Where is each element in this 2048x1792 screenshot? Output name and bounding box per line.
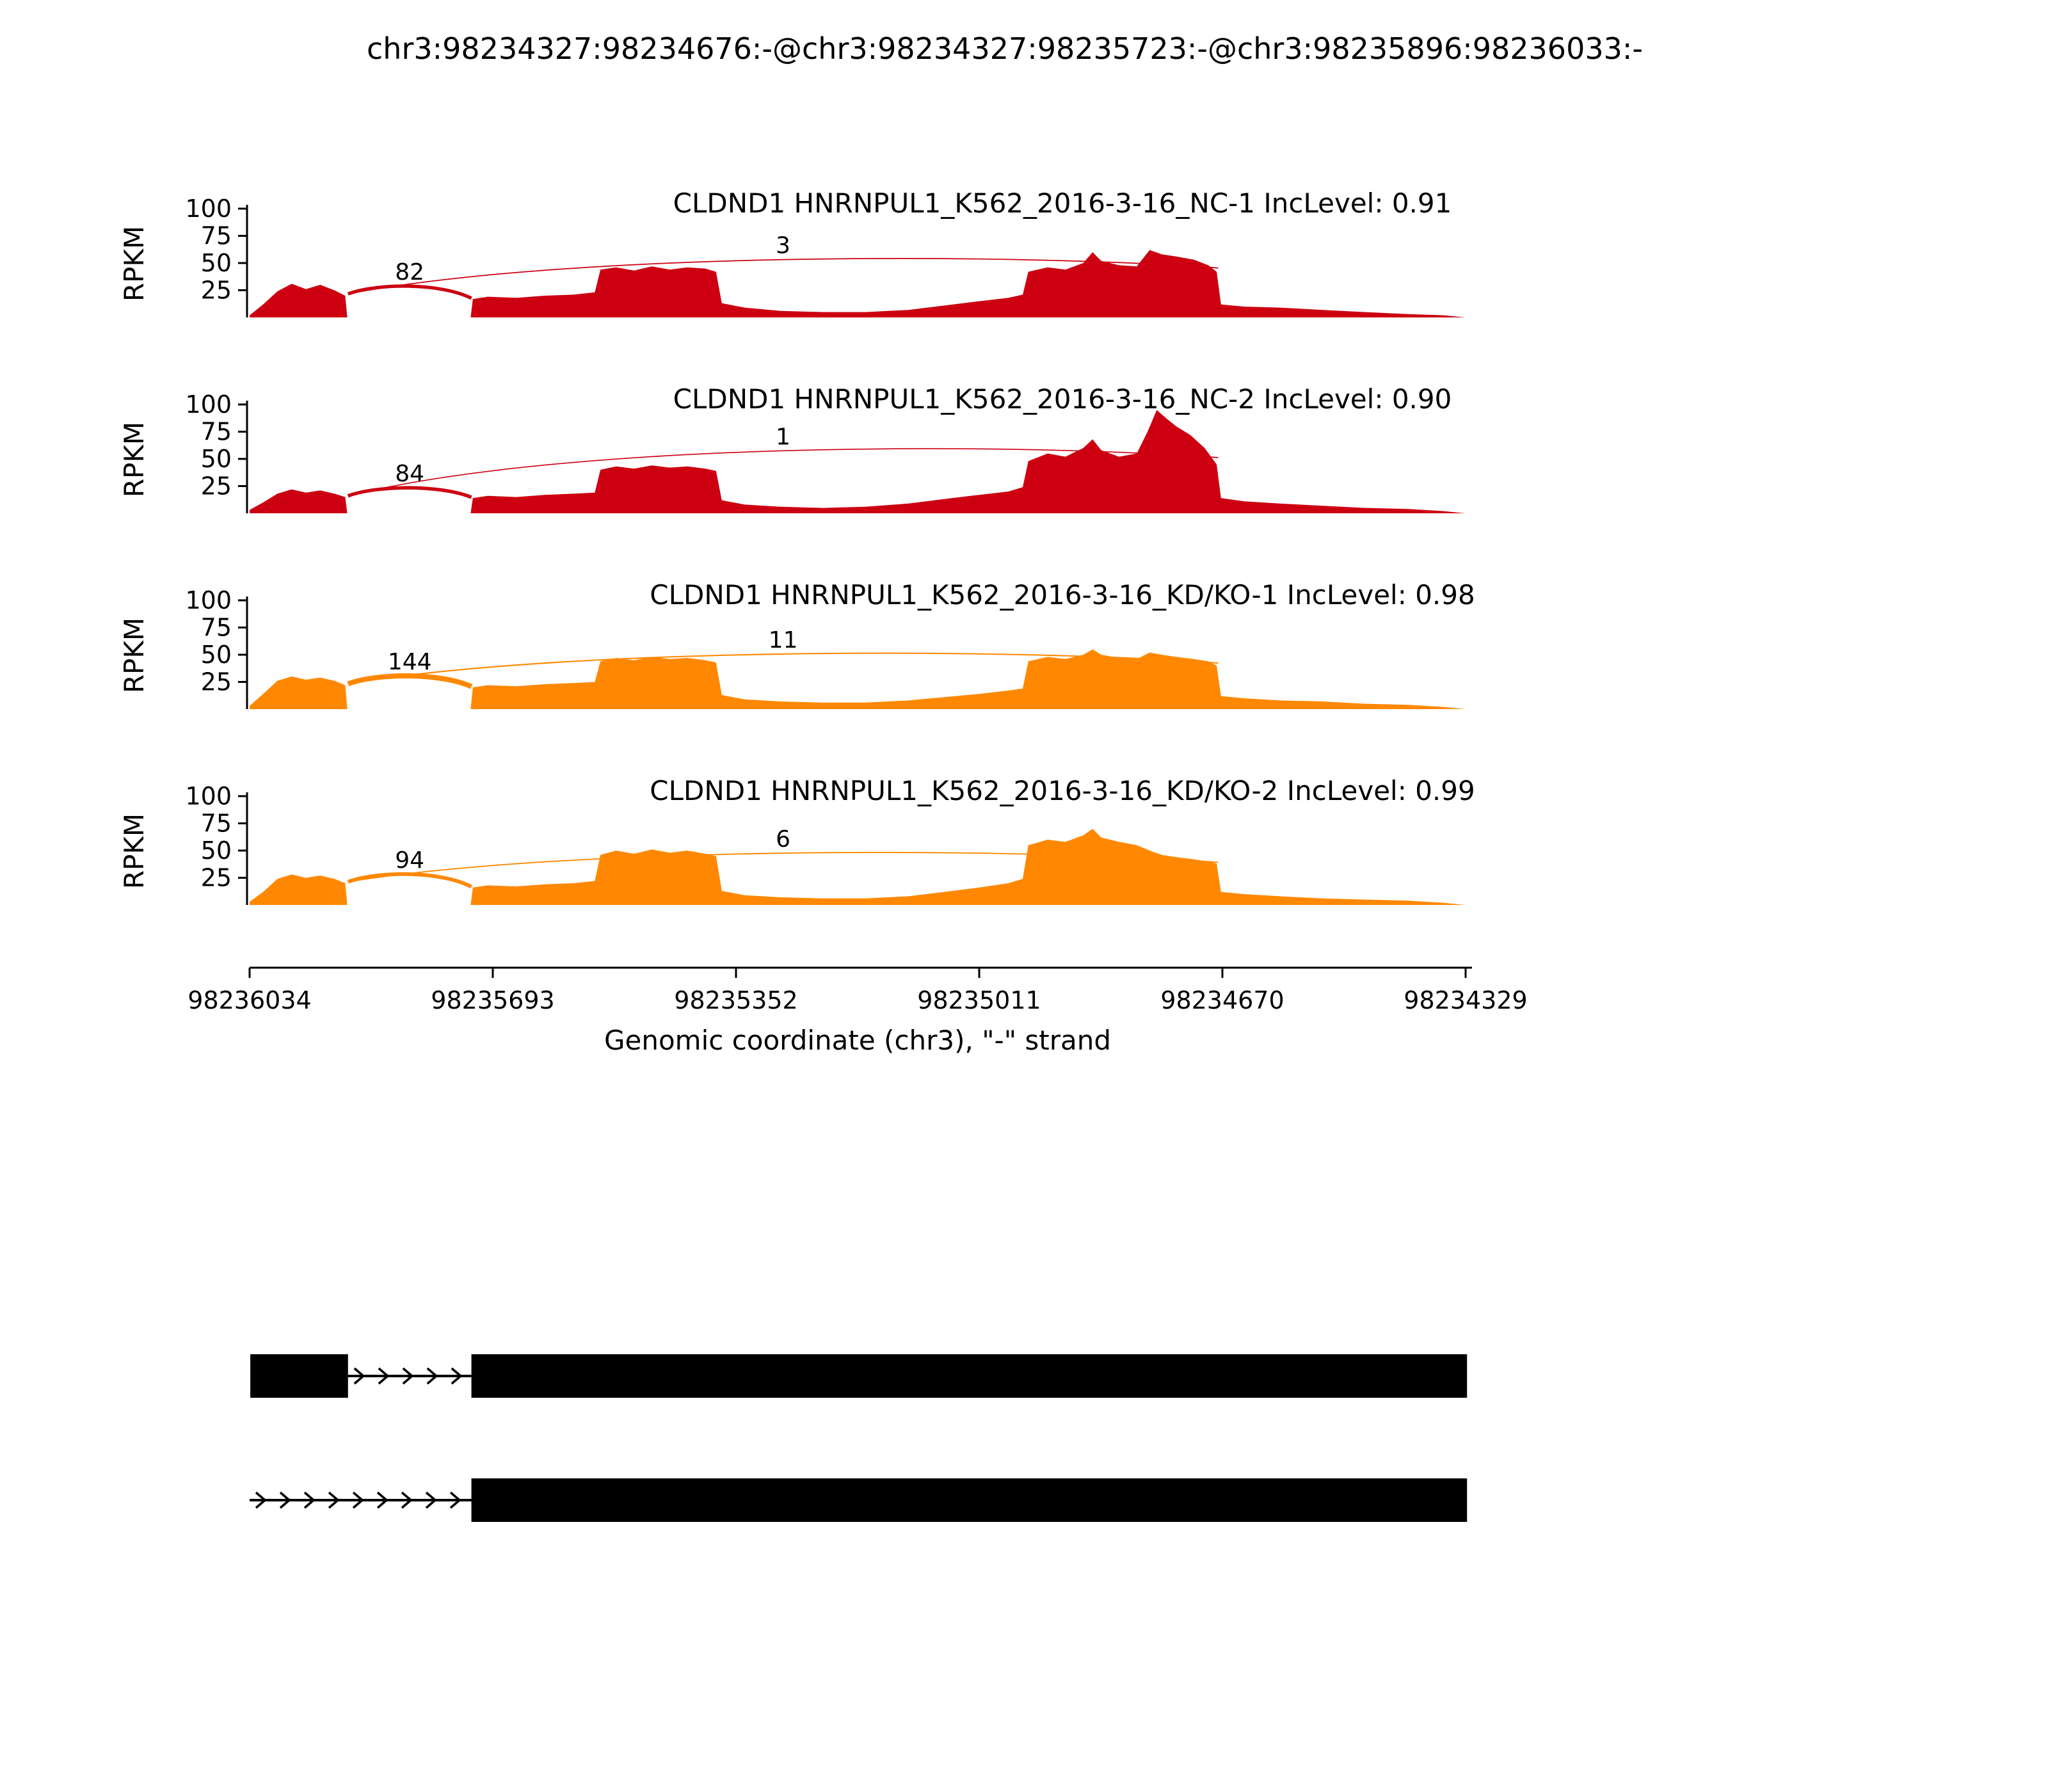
strand-arrow-icon	[425, 1491, 437, 1509]
isoform-row	[250, 1478, 1468, 1522]
junction-arc	[348, 448, 1219, 497]
y-tick-label: 25	[201, 276, 232, 305]
gene-model	[250, 1354, 1468, 1522]
strand-arrow-icon	[376, 1491, 388, 1509]
exon-box	[471, 1354, 1468, 1398]
y-axis-title-track-1: RPKM	[118, 226, 150, 301]
strand-arrow-icon	[255, 1491, 267, 1509]
x-tick-label: 98235693	[431, 986, 554, 1014]
track-title-nc-2: CLDND1 HNRNPUL1_K562_2016-3-16_NC-2 IncL…	[673, 383, 1452, 415]
junction-arc	[348, 257, 1219, 295]
y-tick-label: 100	[185, 195, 232, 223]
y-tick-label: 25	[201, 864, 232, 892]
strand-arrow-icon	[401, 1491, 413, 1509]
track-title-kdko-2: CLDND1 HNRNPUL1_K562_2016-3-16_KD/KO-2 I…	[650, 775, 1475, 806]
coverage-area	[250, 250, 1466, 317]
junction-count-label: 1	[776, 424, 790, 450]
x-axis: 98236034 98235693 98235352 98235011 98234670…	[188, 966, 1528, 1014]
plot-dynamic-layer: 2550751008232550751008412550751001441125…	[185, 195, 1528, 1522]
x-axis-title: Genomic coordinate (chr3), "-" strand	[604, 1025, 1111, 1056]
junction-count-label: 6	[776, 826, 790, 852]
y-tick-label: 25	[201, 472, 232, 500]
track-title-nc-1: CLDND1 HNRNPUL1_K562_2016-3-16_NC-1 IncL…	[673, 188, 1452, 219]
y-axis-title-track-3: RPKM	[118, 618, 150, 693]
strand-arrow-icon	[378, 1367, 390, 1385]
y-axis-title-track-2: RPKM	[118, 422, 150, 497]
junction-count-label: 3	[776, 233, 790, 259]
strand-arrow-icon	[353, 1367, 365, 1385]
y-tick-label: 100	[185, 782, 232, 810]
coverage-area	[250, 410, 1466, 513]
x-tick-label: 98236034	[188, 986, 311, 1014]
y-tick-label: 25	[201, 668, 232, 696]
x-tick-label: 98235352	[674, 986, 797, 1014]
y-tick-label: 75	[201, 614, 232, 642]
x-tick-label: 98235011	[917, 986, 1041, 1014]
isoform-row	[250, 1354, 1468, 1398]
y-tick-label: 50	[201, 445, 232, 473]
exon-box	[250, 1354, 348, 1398]
y-tick-label: 100	[185, 390, 232, 419]
y-tick-label: 100	[185, 586, 232, 614]
strand-arrow-icon	[279, 1491, 291, 1509]
y-tick-label: 50	[201, 249, 232, 277]
strand-arrow-icon	[451, 1367, 463, 1385]
plot-title: chr3:98234327:98234676:-@chr3:98234327:9…	[367, 31, 1643, 66]
y-tick-label: 75	[201, 222, 232, 250]
x-tick-label: 98234329	[1404, 986, 1527, 1014]
junction-count-label: 82	[395, 259, 424, 285]
strand-arrow-icon	[328, 1491, 340, 1509]
strand-arrow-icon	[303, 1491, 316, 1509]
junction-arc	[347, 284, 472, 300]
x-tick-label: 98234670	[1160, 986, 1284, 1014]
coverage-area	[250, 649, 1466, 709]
coverage-area	[250, 829, 1466, 905]
strand-arrow-icon	[352, 1491, 364, 1509]
junction-count-label: 11	[769, 627, 798, 653]
junction-arc	[348, 851, 1219, 883]
y-tick-label: 75	[201, 418, 232, 446]
junction-count-label: 94	[395, 847, 424, 874]
strand-arrow-icon	[449, 1491, 461, 1509]
strand-arrow-icon	[402, 1367, 414, 1385]
junction-arc	[347, 872, 472, 889]
track-title-kdko-1: CLDND1 HNRNPUL1_K562_2016-3-16_KD/KO-1 I…	[650, 579, 1475, 611]
y-tick-label: 50	[201, 641, 232, 669]
junction-arc	[347, 486, 472, 499]
y-tick-label: 50	[201, 836, 232, 865]
y-axis-title-track-4: RPKM	[118, 813, 150, 889]
junction-count-label: 144	[388, 649, 432, 675]
strand-arrow-icon	[426, 1367, 438, 1385]
exon-box	[471, 1478, 1468, 1522]
junction-arc	[347, 673, 473, 689]
y-tick-label: 75	[201, 810, 232, 838]
junction-arc	[348, 652, 1219, 685]
